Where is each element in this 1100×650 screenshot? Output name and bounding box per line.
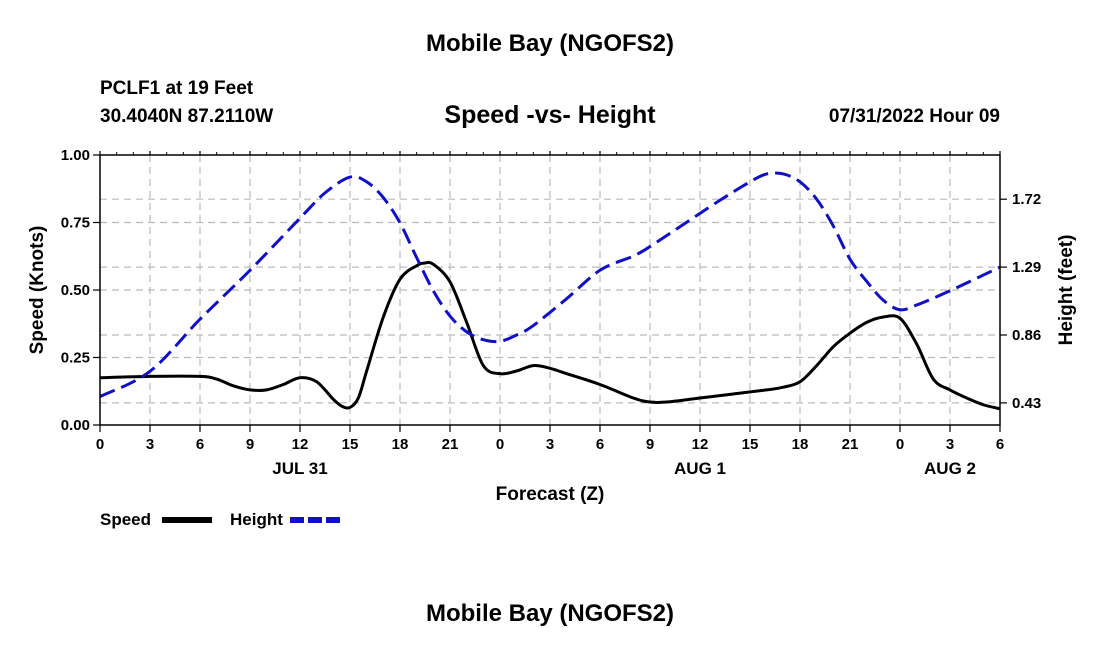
chart-subtitle: Speed -vs- Height [444,101,656,129]
day-label: AUG 2 [924,459,976,478]
x-tick-label: 6 [596,436,604,453]
x-tick-label: 3 [946,436,954,453]
y2-tick-label: 1.29 [1012,259,1041,276]
y-tick-label: 0.25 [61,350,90,367]
y-tick-label: 0.00 [61,417,90,434]
x-tick-label: 18 [392,436,409,453]
x-tick-label: 0 [896,436,904,453]
y-tick-label: 0.50 [61,282,90,299]
y2-tick-label: 0.43 [1012,395,1041,412]
x-tick-label: 15 [342,436,359,453]
day-label: JUL 31 [272,459,327,478]
y-axis-title: Speed (Knots) [27,226,48,355]
x-tick-label: 12 [692,436,709,453]
x-tick-label: 6 [196,436,204,453]
x-tick-label: 9 [246,436,254,453]
y2-tick-label: 0.86 [1012,327,1041,344]
forecast-datetime: 07/31/2022 Hour 09 [828,106,1000,127]
station-label: PCLF1 at 19 Feet [100,78,254,99]
x-tick-label: 21 [842,436,859,453]
main-title: Mobile Bay (NGOFS2) [425,30,675,57]
x-tick-label: 3 [546,436,554,453]
y2-tick-label: 1.72 [1012,191,1041,208]
legend-layer: Speed Height [100,510,343,529]
x-axis-title: Forecast (Z) [496,484,605,505]
speed-series-line [99,260,1001,411]
height-series-line [99,171,1001,398]
y-tick-label: 0.75 [61,215,90,232]
x-tick-label: 15 [742,436,759,453]
legend-speed-label: Speed [100,510,151,529]
y2-axis-title: Height (feet) [1056,235,1077,346]
x-tick-label: 3 [146,436,154,453]
station-coordinates: 30.4040N 87.2110W [100,106,274,127]
x-tick-label: 12 [292,436,309,453]
x-tick-label: 0 [96,436,104,453]
x-tick-label: 0 [496,436,504,453]
x-tick-label: 21 [442,436,459,453]
legend-height-label: Height [230,510,283,529]
series-layer [99,171,1001,411]
day-label: AUG 1 [674,459,726,478]
grid-layer [100,155,1000,425]
y-tick-label: 1.00 [61,147,90,164]
x-tick-label: 9 [646,436,654,453]
x-tick-label: 18 [792,436,809,453]
footer-title: Mobile Bay (NGOFS2) [425,600,675,627]
x-tick-label: 6 [996,436,1004,453]
axis-layer: 0 3 6 9 12 15 18 21 0 3 6 9 12 15 18 21 0 3 6 0.00 0.25 0.50 0… [27,147,1077,505]
